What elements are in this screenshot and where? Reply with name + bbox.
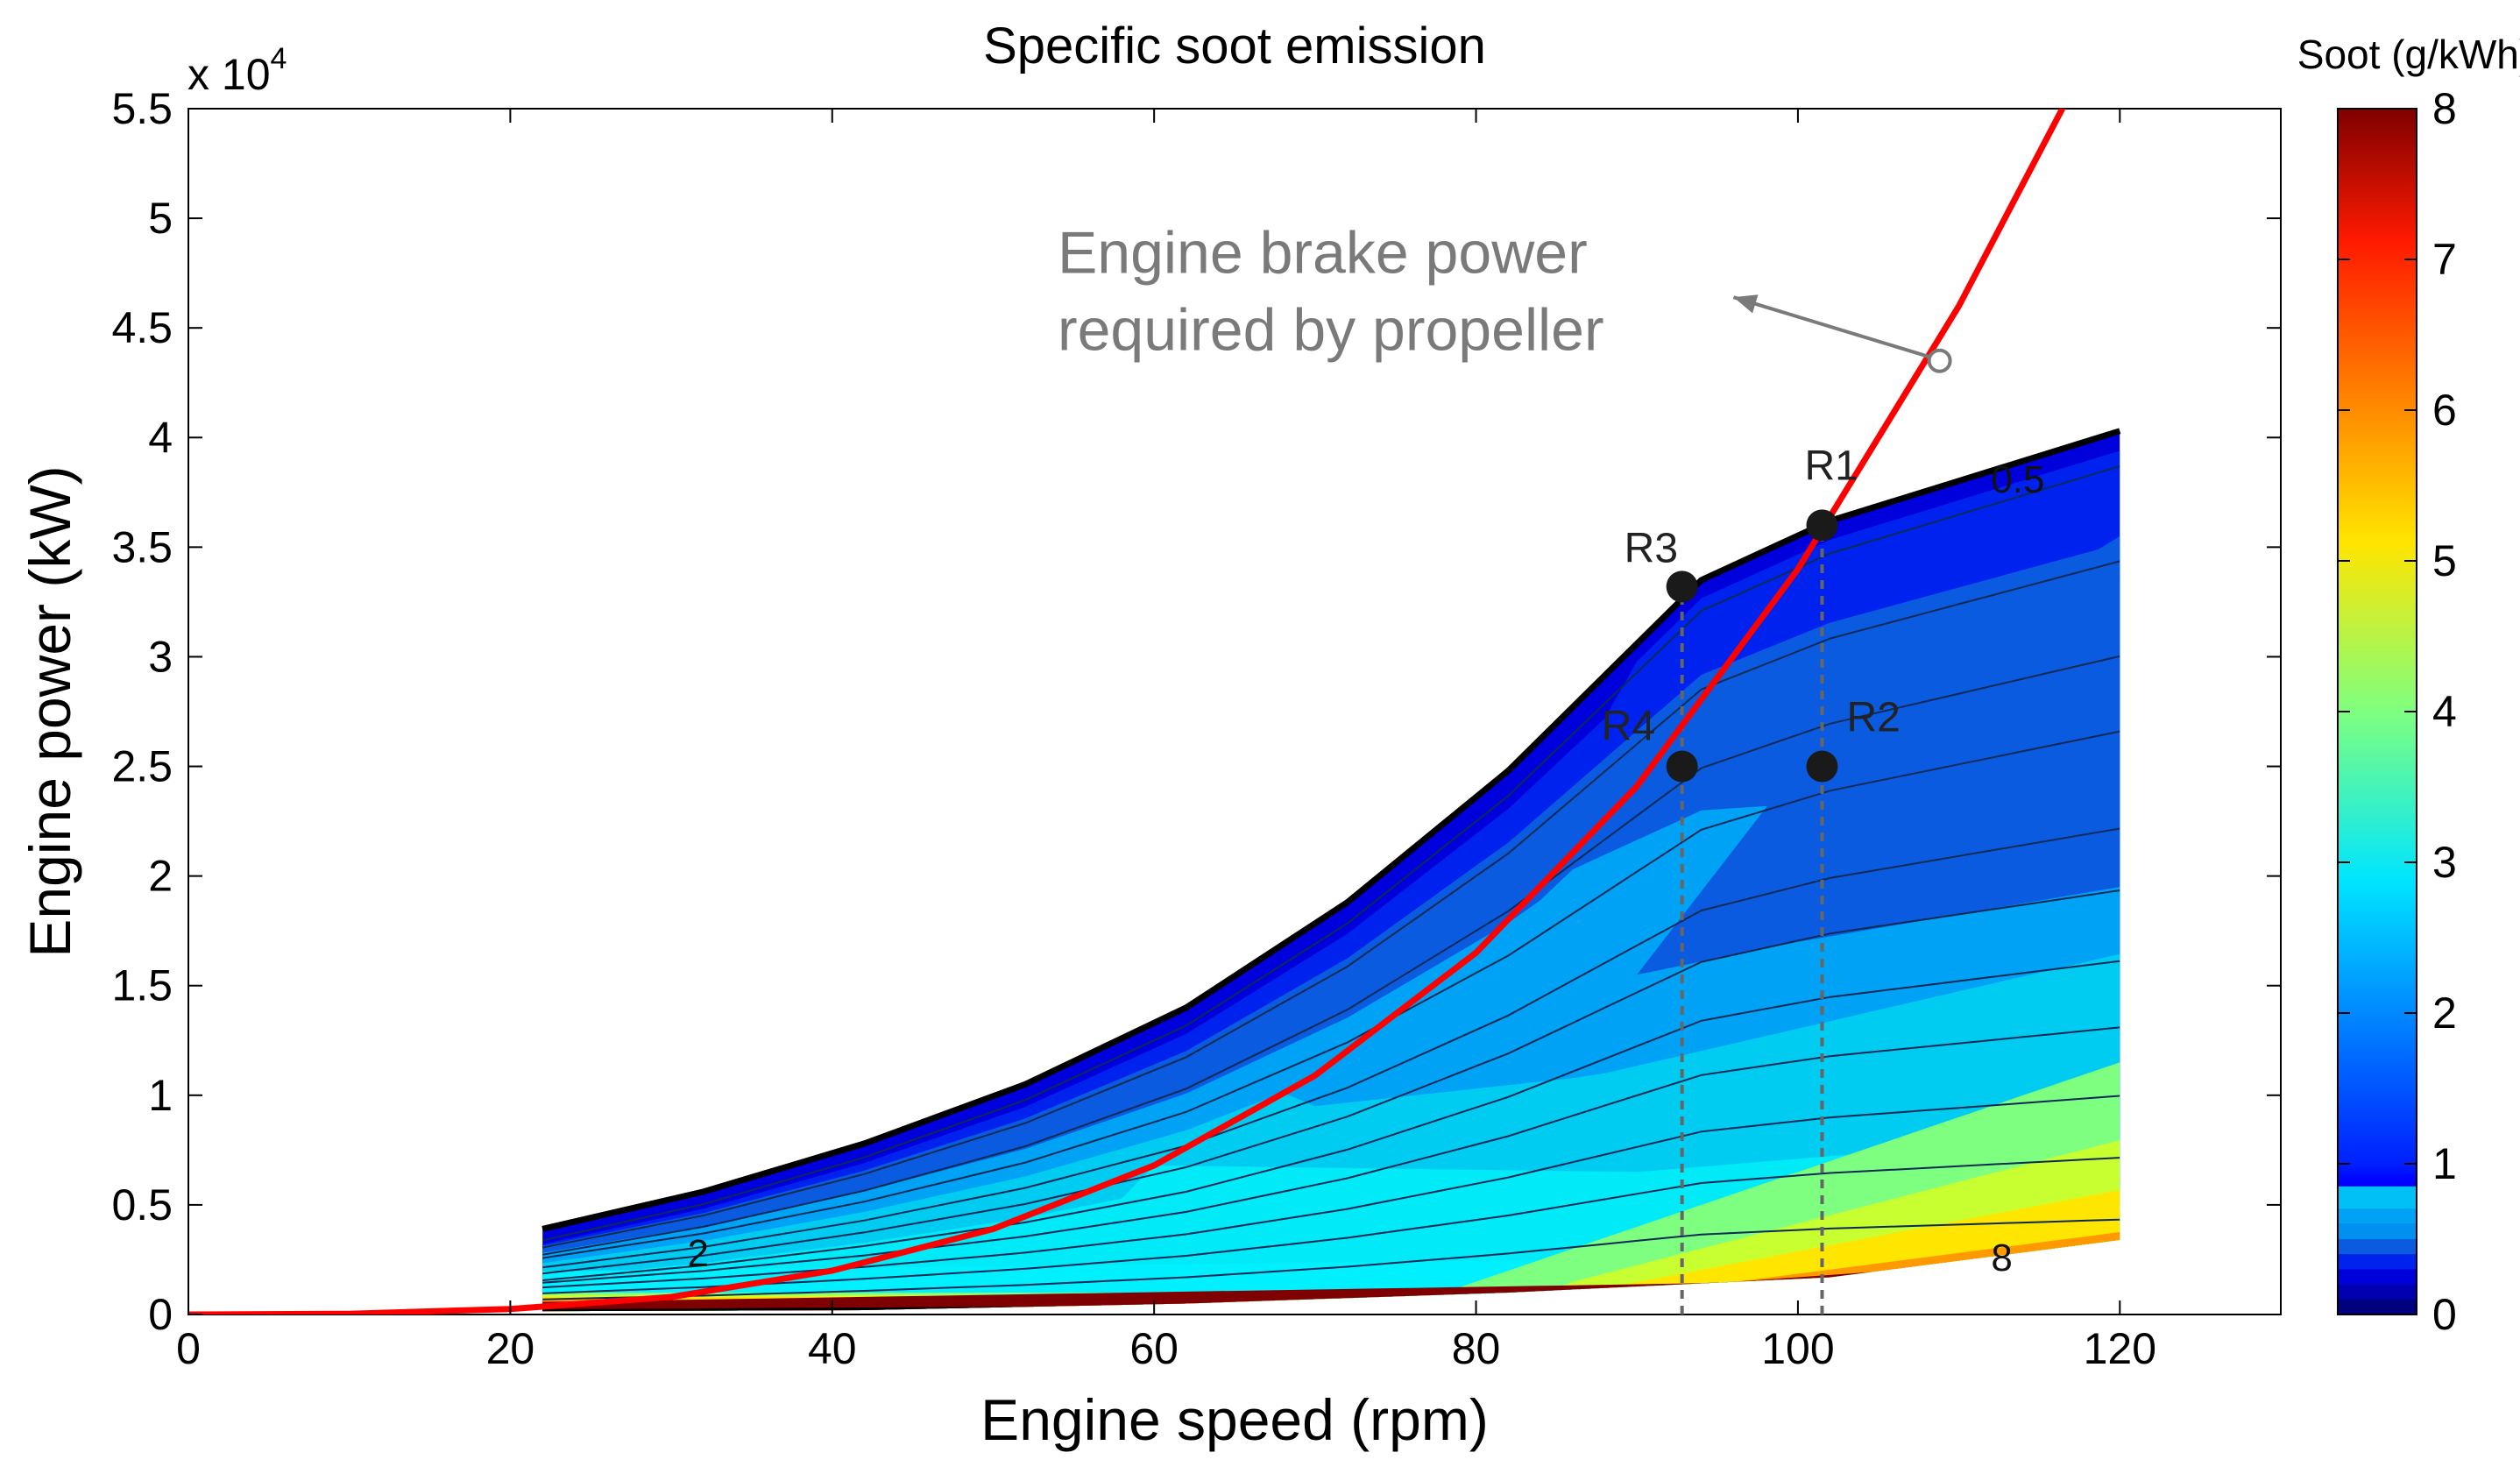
colorbar-tick-label: 1 bbox=[2432, 1139, 2457, 1188]
y-tick-label: 1.5 bbox=[111, 961, 173, 1010]
colorbar-step bbox=[2338, 1284, 2417, 1300]
operating-point-r2 bbox=[1806, 750, 1838, 783]
colorbar-step bbox=[2338, 1299, 2417, 1314]
contour-line bbox=[542, 827, 2120, 1269]
contour-line bbox=[542, 655, 2120, 1256]
contour-line bbox=[542, 730, 2120, 1259]
y-tick-label: 2 bbox=[148, 852, 173, 901]
x-tick-label: 60 bbox=[1129, 1324, 1179, 1373]
colorbar-ticks: 0 1 2 3 4 5 6 7 8 bbox=[2338, 84, 2457, 1339]
annotation-line-2: required by propeller bbox=[1058, 297, 1604, 364]
y-tick-label: 3.5 bbox=[111, 522, 173, 571]
propeller-annotation: Engine brake power required by propeller bbox=[1058, 220, 1952, 373]
chart-title: Specific soot emission bbox=[983, 18, 1486, 74]
y-exponent-label: x 104 bbox=[188, 42, 287, 99]
y-tick-label: 4 bbox=[148, 413, 173, 462]
point-label-r4: R4 bbox=[1602, 704, 1655, 750]
x-tick-label: 40 bbox=[808, 1324, 857, 1373]
x-tick-label: 80 bbox=[1452, 1324, 1501, 1373]
y-tick-label: 4.5 bbox=[111, 303, 173, 352]
colorbar-tick-label: 4 bbox=[2432, 687, 2457, 736]
y-tick-label: 5 bbox=[148, 194, 173, 243]
colorbar-step bbox=[2338, 1254, 2417, 1270]
x-tick-label: 0 bbox=[176, 1324, 201, 1373]
x-tick-label: 120 bbox=[2084, 1324, 2156, 1373]
colorbar-tick-label: 6 bbox=[2432, 386, 2457, 435]
y-axis-label: Engine power (kW) bbox=[18, 465, 82, 957]
contour-line bbox=[542, 1026, 2120, 1284]
point-label-r2: R2 bbox=[1846, 695, 1900, 741]
y-tick-label: 0.5 bbox=[111, 1180, 173, 1229]
colorbar-title: Soot (g/kWh) bbox=[2297, 32, 2520, 77]
contour-line bbox=[542, 1218, 2120, 1300]
contour-line bbox=[542, 889, 2120, 1275]
y-tick-label: 0 bbox=[148, 1290, 173, 1339]
colorbar-tick-label: 7 bbox=[2432, 235, 2457, 284]
y-tick-label: 2.5 bbox=[111, 742, 173, 791]
annotation-marker-circle bbox=[1927, 348, 1952, 373]
colorbar-gradient bbox=[2337, 108, 2417, 1315]
y-tick-label: 3 bbox=[148, 632, 173, 681]
colorbar-tick-label: 2 bbox=[2432, 989, 2457, 1038]
y-tick-label: 1 bbox=[148, 1071, 173, 1120]
annotation-line-1: Engine brake power bbox=[1058, 220, 1588, 287]
colorbar-tick-label: 5 bbox=[2432, 536, 2457, 585]
colorbar-low-steps bbox=[2338, 1186, 2417, 1314]
contour-lines bbox=[542, 465, 2120, 1300]
point-label-r1: R1 bbox=[1804, 443, 1858, 489]
contour-labels: 0.5 2 8 bbox=[687, 458, 2044, 1279]
point-guide-lines bbox=[1680, 525, 1824, 1314]
annotation-arrowhead bbox=[1733, 294, 1759, 314]
contour-line bbox=[542, 960, 2120, 1281]
annotation-arrow bbox=[1732, 295, 1932, 359]
point-label-r3: R3 bbox=[1625, 525, 1678, 571]
operating-envelope-boundary bbox=[542, 428, 2121, 1232]
colorbar-step bbox=[2338, 1186, 2417, 1209]
colorbar-step bbox=[2338, 1239, 2417, 1255]
operating-points: R1 R2 R3 R4 bbox=[1602, 443, 1901, 783]
y-exponent-power: 4 bbox=[271, 42, 287, 75]
contour-line bbox=[542, 1095, 2120, 1289]
contour-line bbox=[542, 465, 2120, 1242]
operating-point-r1 bbox=[1806, 509, 1838, 542]
y-tick-label: 5.5 bbox=[111, 84, 173, 133]
x-axis-label: Engine speed (rpm) bbox=[980, 1387, 1489, 1452]
colorbar-step bbox=[2338, 1269, 2417, 1285]
contour-label-text: 0.5 bbox=[1991, 458, 2044, 501]
contour-label-text: 8 bbox=[1991, 1237, 2012, 1279]
contour-label-text: 2 bbox=[687, 1232, 708, 1275]
x-tick-label: 100 bbox=[1761, 1324, 1834, 1373]
band-pocket bbox=[1637, 535, 2120, 975]
colorbar: Soot (g/kWh) 0 1 2 3 4 5 6 7 8 bbox=[2297, 32, 2520, 1339]
x-axis-ticks: 0 20 40 60 80 100 120 bbox=[176, 109, 2156, 1373]
colorbar-tick-label: 3 bbox=[2432, 838, 2457, 887]
operating-point-r3 bbox=[1666, 570, 1698, 603]
y-exponent-base: x 10 bbox=[188, 50, 271, 99]
contour-line bbox=[542, 560, 2120, 1249]
operating-point-r4 bbox=[1666, 750, 1698, 783]
colorbar-step bbox=[2338, 1223, 2417, 1239]
x-tick-label: 20 bbox=[486, 1324, 535, 1373]
colorbar-tick-label: 8 bbox=[2432, 84, 2457, 133]
contour-line bbox=[542, 1157, 2120, 1294]
y-axis-ticks: 0 0.5 1 1.5 2 2.5 3 3.5 4 4.5 5 5.5 bbox=[111, 84, 2281, 1339]
colorbar-step bbox=[2338, 1208, 2417, 1224]
colorbar-tick-label: 0 bbox=[2432, 1290, 2457, 1339]
